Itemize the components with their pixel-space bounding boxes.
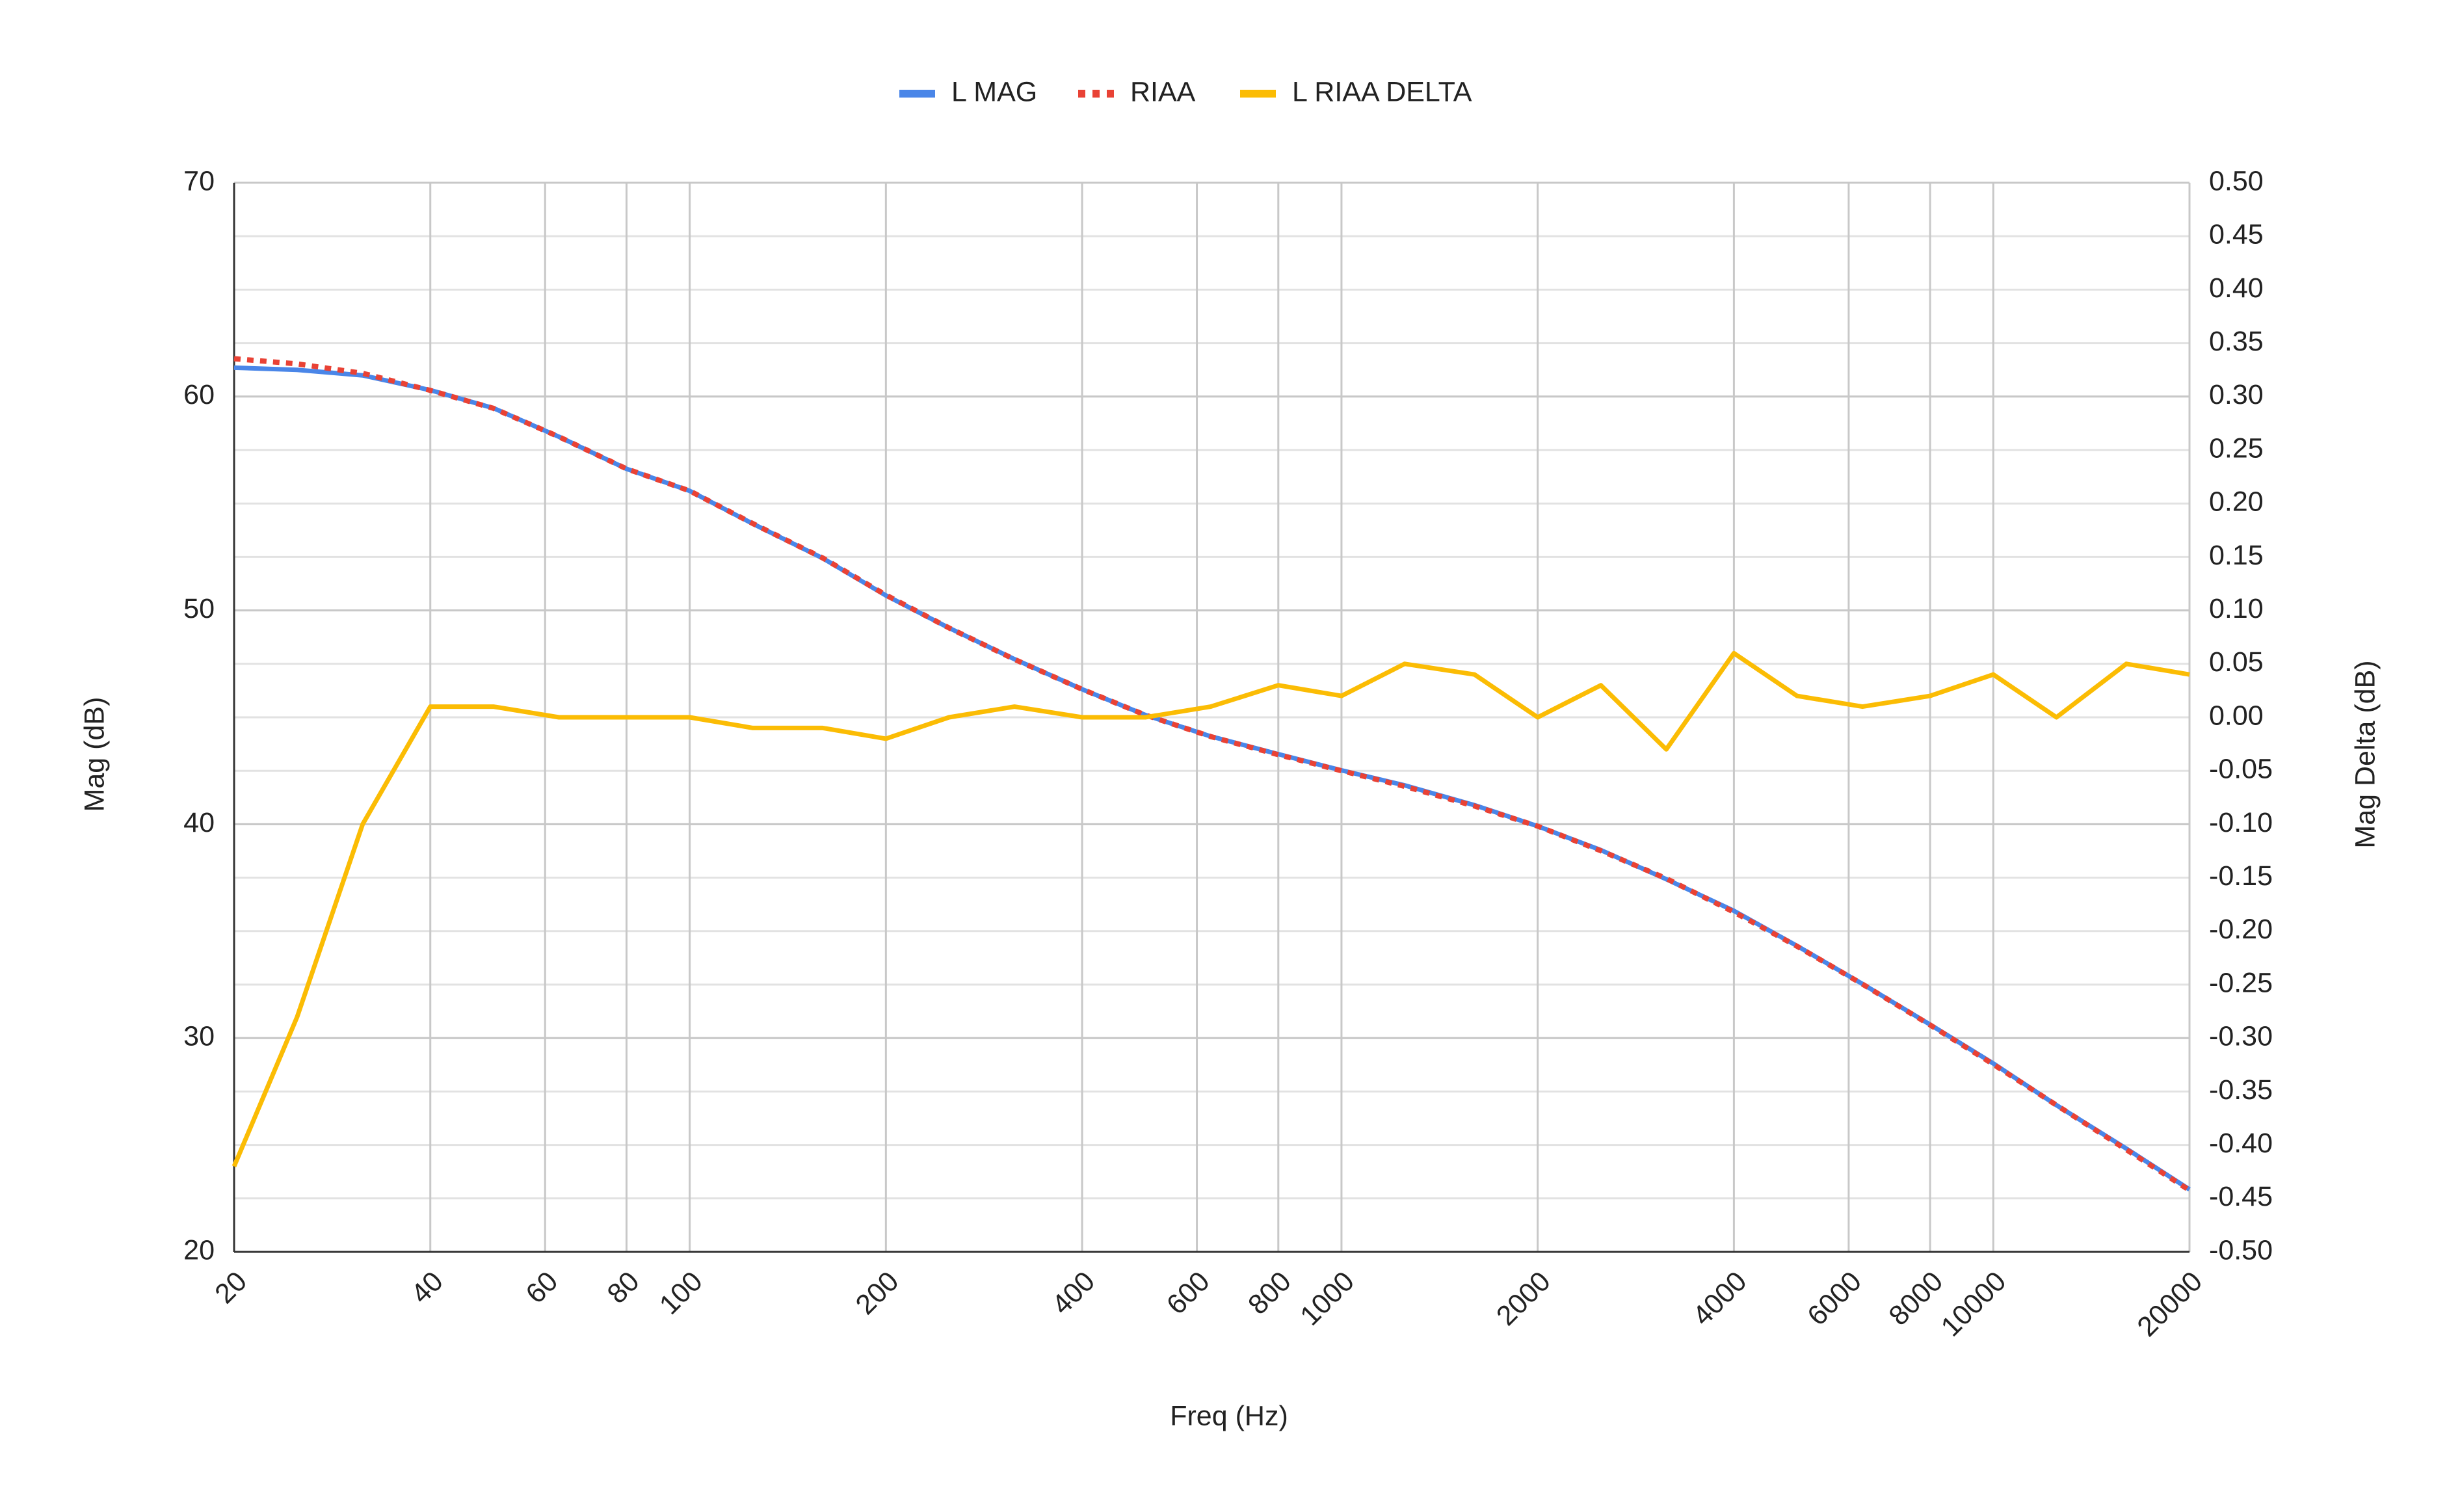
y2-tick-label: -0.35 [2209, 1074, 2273, 1106]
x-tick-label: 20000 [2132, 1266, 2208, 1342]
x-tick-label: 2000 [1490, 1266, 1557, 1332]
x-tick-label: 4000 [1687, 1266, 1753, 1332]
x-tick-label: 1000 [1294, 1266, 1360, 1332]
series-line [233, 356, 2191, 1193]
y-tick-label: 20 [183, 1234, 215, 1266]
y2-tick-label: 0.45 [2209, 219, 2264, 250]
y2-tick-label: -0.25 [2209, 967, 2273, 998]
y2-tick-label: 0.30 [2209, 379, 2264, 410]
x-tick-label: 6000 [1801, 1266, 1868, 1332]
x-tick-label: 80 [602, 1266, 646, 1310]
y2-tick-label: 0.10 [2209, 593, 2264, 624]
y2-tick-label: -0.20 [2209, 914, 2273, 945]
y2-tick-label: 0.35 [2209, 326, 2264, 357]
y2-tick-label: 0.40 [2209, 272, 2264, 304]
series-line [233, 365, 2191, 1191]
legend-label: RIAA [1130, 76, 1196, 107]
y2-tick-label: -0.05 [2209, 754, 2273, 785]
y2-tick-label: 0.15 [2209, 540, 2264, 571]
x-tick-label: 10000 [1935, 1266, 2012, 1342]
y-tick-label: 60 [183, 379, 215, 410]
x-tick-label: 60 [520, 1266, 564, 1310]
series-line [231, 650, 2190, 1167]
y-axis-title: Mag (dB) [79, 697, 110, 812]
y2-tick-label: 0.25 [2209, 432, 2264, 464]
y2-tick-label: -0.30 [2209, 1021, 2273, 1052]
y2-tick-label: 0.05 [2209, 646, 2264, 678]
y2-tick-label: 0.20 [2209, 486, 2264, 518]
y2-tick-label: -0.15 [2209, 860, 2273, 892]
y2-tick-label: 0.50 [2209, 165, 2264, 196]
x-axis-title: Freq (Hz) [1170, 1400, 1288, 1431]
x-tick-label: 600 [1161, 1266, 1216, 1321]
x-tick-label: 200 [850, 1266, 905, 1321]
y2-axis-title: Mag Delta (dB) [2349, 660, 2381, 848]
x-tick-label: 40 [405, 1266, 449, 1310]
y2-tick-label: 0.00 [2209, 700, 2264, 731]
legend-label: L RIAA DELTA [1292, 76, 1472, 107]
y-tick-label: 50 [183, 593, 215, 624]
legend-label: L MAG [951, 76, 1037, 107]
x-tick-label: 400 [1046, 1266, 1101, 1321]
y2-tick-label: -0.50 [2209, 1234, 2273, 1266]
y-tick-label: 70 [183, 165, 215, 196]
x-tick-label: 100 [654, 1266, 709, 1321]
y2-tick-label: -0.45 [2209, 1181, 2273, 1212]
y-tick-label: 40 [183, 807, 215, 838]
y2-tick-label: -0.10 [2209, 807, 2273, 838]
y2-tick-label: -0.40 [2209, 1128, 2273, 1159]
y-tick-label: 30 [183, 1021, 215, 1052]
x-tick-label: 800 [1242, 1266, 1297, 1321]
x-tick-label: 20 [209, 1266, 253, 1310]
